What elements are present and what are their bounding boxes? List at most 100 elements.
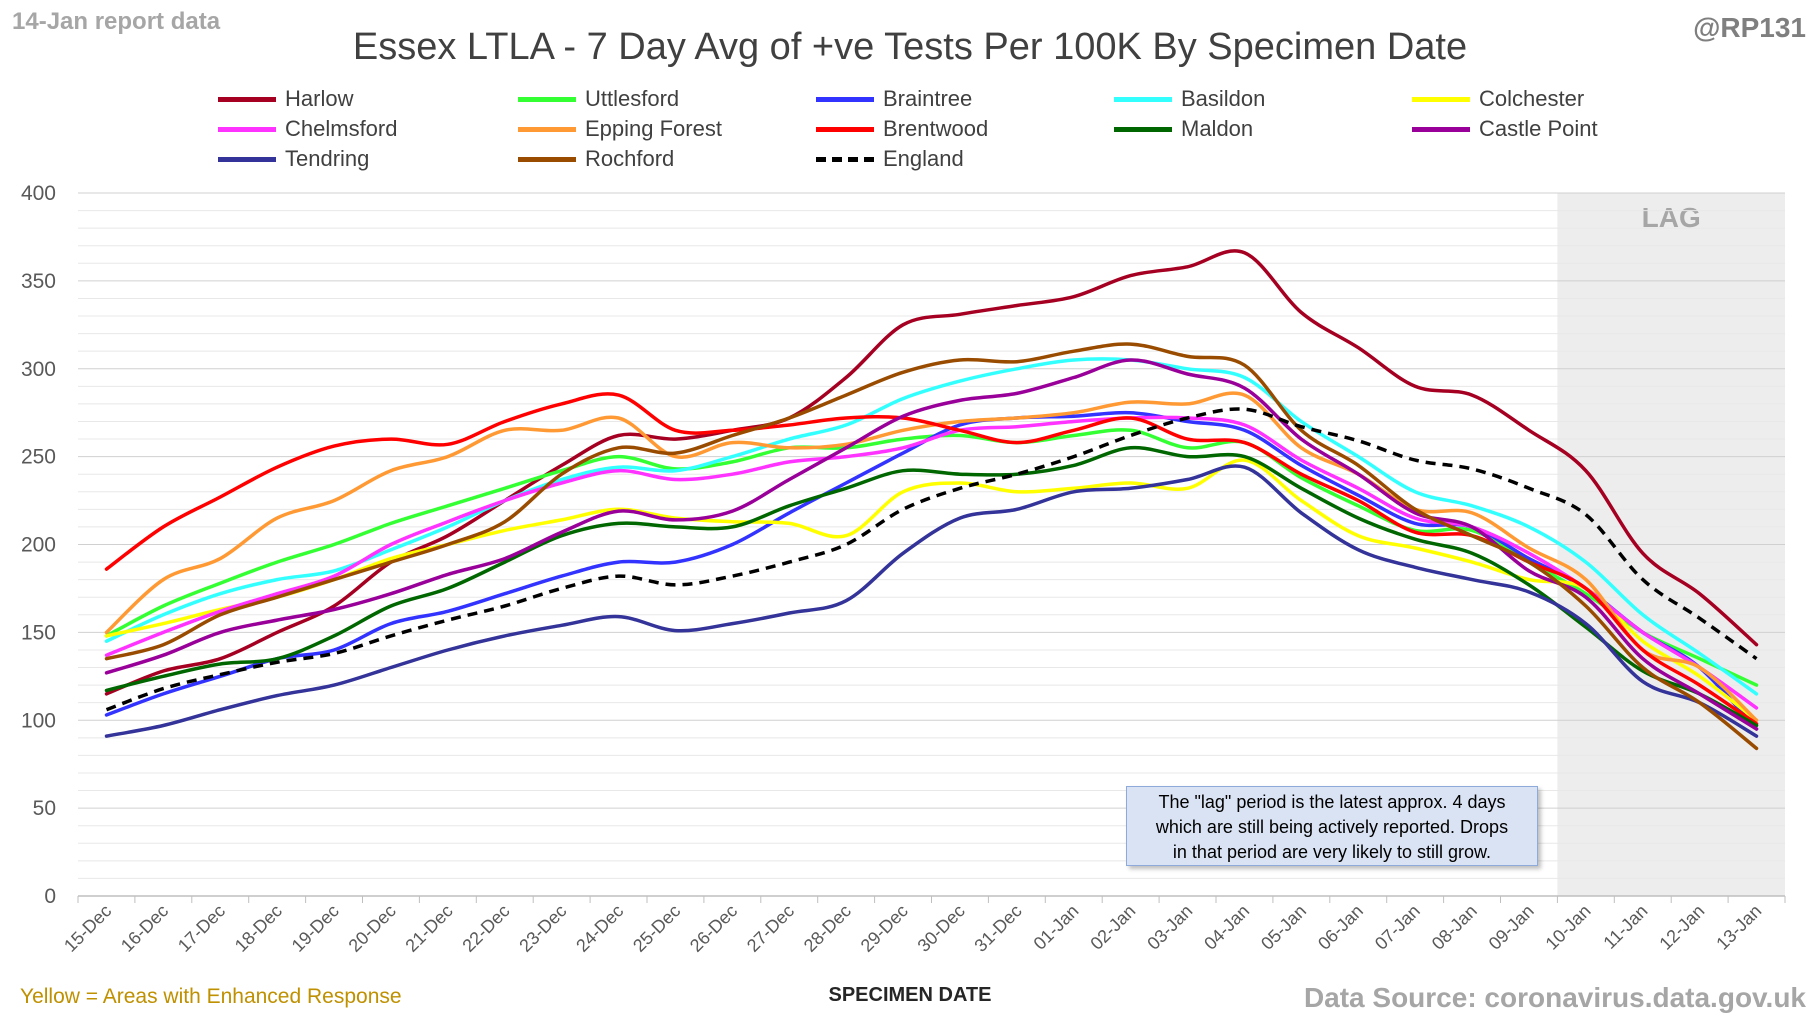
y-tick-label: 150 (21, 621, 56, 644)
enhanced-response-footnote: Yellow = Areas with Enhanced Response (20, 985, 402, 1008)
legend-item-rochford: Rochford (518, 144, 674, 174)
legend-swatch (218, 126, 276, 132)
series-line-rochford (104, 342, 1759, 751)
series-line-chelmsford (104, 415, 1759, 710)
legend-swatch (816, 96, 874, 102)
x-tick-label: 07-Jan (1371, 901, 1424, 954)
x-tick-label: 06-Jan (1314, 901, 1367, 954)
x-tick-label: 20-Dec (345, 901, 400, 956)
x-tick-label: 18-Dec (231, 901, 286, 956)
legend-label: Epping Forest (585, 116, 722, 141)
y-tick-label: 0 (44, 885, 56, 908)
legend-swatch (1412, 96, 1470, 102)
legend-label: Rochford (585, 146, 675, 171)
legend-label: Brentwood (883, 116, 989, 141)
y-tick-label: 100 (21, 709, 56, 732)
series-line-brentwood (104, 392, 1759, 726)
legend-item-colchester: Colchester (1412, 84, 1584, 114)
x-tick-label: 10-Jan (1542, 901, 1595, 954)
series-line-maldon (104, 445, 1759, 728)
x-tick-label: 03-Jan (1143, 901, 1196, 954)
series-line-colchester (104, 458, 1759, 723)
x-tick-label: 21-Dec (402, 901, 457, 956)
legend-item-tendring: Tendring (218, 144, 369, 174)
y-tick-label: 200 (21, 534, 56, 557)
legend-item-braintree: Braintree (816, 84, 972, 114)
x-tick-label: 02-Jan (1086, 901, 1139, 954)
x-tick-label: 12-Jan (1655, 901, 1708, 954)
legend-swatch (218, 156, 276, 162)
x-axis-title: SPECIMEN DATE (828, 984, 992, 1006)
legend-label: Maldon (1181, 116, 1254, 141)
y-tick-labels: 0 50 100 150 200 250 300 350 400 (21, 182, 56, 908)
legend-label: Chelmsford (285, 116, 398, 141)
x-tick-labels: 15-Dec 16-Dec 17-Dec 18-Dec 19-Dec 20-Dec 21-D… (60, 901, 1765, 956)
report-date-label: 14-Jan report data (12, 8, 221, 35)
series-lines (104, 249, 1759, 751)
legend-item-basildon: Basildon (1114, 84, 1265, 114)
legend-swatch (518, 126, 576, 132)
x-tick-label: 08-Jan (1428, 901, 1481, 954)
legend-item-epping-forest: Epping Forest (518, 114, 722, 144)
legend-item-england: England (816, 144, 964, 174)
x-tick-label: 31-Dec (971, 901, 1026, 956)
series-line-tendring (104, 464, 1759, 738)
x-tick-label: 26-Dec (686, 901, 741, 956)
legend-swatch (1114, 96, 1172, 102)
chart-title: Essex LTLA - 7 Day Avg of +ve Tests Per … (352, 26, 1468, 68)
x-tick-label: 15-Dec (60, 901, 115, 956)
legend-item-castle-point: Castle Point (1412, 114, 1598, 144)
x-tick-label: 13-Jan (1712, 901, 1765, 954)
x-tick-label: 11-Jan (1599, 901, 1651, 953)
legend-item-brentwood: Brentwood (816, 114, 988, 144)
legend-swatch (816, 156, 874, 162)
series-line-basildon (104, 357, 1759, 696)
legend-swatch (518, 96, 576, 102)
x-tick-label: 19-Dec (288, 901, 343, 956)
x-tick-label: 23-Dec (515, 901, 570, 956)
x-tick-label: 24-Dec (572, 901, 627, 956)
legend-label: Castle Point (1479, 116, 1598, 141)
series-line-england (105, 407, 1758, 712)
y-tick-label: 400 (21, 182, 56, 205)
legend-item-maldon: Maldon (1114, 114, 1253, 144)
data-source: Data Source: coronavirus.data.gov.uk (1303, 982, 1806, 1013)
legend-label: Harlow (285, 86, 354, 111)
author-handle: @RP131 (1693, 12, 1806, 43)
x-tick-label: 22-Dec (458, 901, 513, 956)
lag-note: The "lag" period is the latest approx. 4… (1126, 786, 1538, 866)
x-tick-label: 25-Dec (629, 901, 684, 956)
x-tick-label: 01-Jan (1030, 901, 1083, 954)
legend-label: Uttlesford (585, 86, 680, 111)
x-tick-label: 30-Dec (914, 901, 969, 956)
y-tick-label: 250 (21, 446, 56, 469)
series-line-epping-forest (104, 391, 1759, 723)
x-tick-label: 17-Dec (174, 901, 229, 956)
legend-swatch (1114, 126, 1172, 132)
legend-item-chelmsford: Chelmsford (218, 114, 397, 144)
lag-note-line: The "lag" period is the latest approx. 4… (1158, 792, 1506, 812)
x-tick-label: 09-Jan (1485, 901, 1538, 954)
legend-swatch (218, 96, 276, 102)
legend-label: Braintree (883, 86, 973, 111)
x-tick-label: 29-Dec (857, 901, 912, 956)
gridlines (78, 192, 1785, 879)
lag-note-line: in that period are very likely to still … (1172, 842, 1492, 862)
x-tick-label: 27-Dec (743, 901, 798, 956)
legend-swatch (518, 156, 576, 162)
x-tick-label: 04-Jan (1200, 901, 1253, 954)
legend-label: Basildon (1181, 86, 1266, 111)
lag-note-line: which are still being actively reported.… (1155, 817, 1509, 837)
y-tick-label: 350 (21, 270, 56, 293)
y-tick-label: 300 (21, 358, 56, 381)
y-tick-label: 50 (33, 797, 56, 820)
legend-label: England (883, 146, 964, 171)
legend-label: Tendring (285, 146, 370, 171)
legend-swatch (816, 126, 874, 132)
x-tick-label: 05-Jan (1257, 901, 1310, 954)
x-tick-label: 28-Dec (800, 901, 855, 956)
axes (77, 895, 1786, 903)
legend-swatch (1412, 126, 1470, 132)
legend-label: Colchester (1479, 86, 1585, 111)
